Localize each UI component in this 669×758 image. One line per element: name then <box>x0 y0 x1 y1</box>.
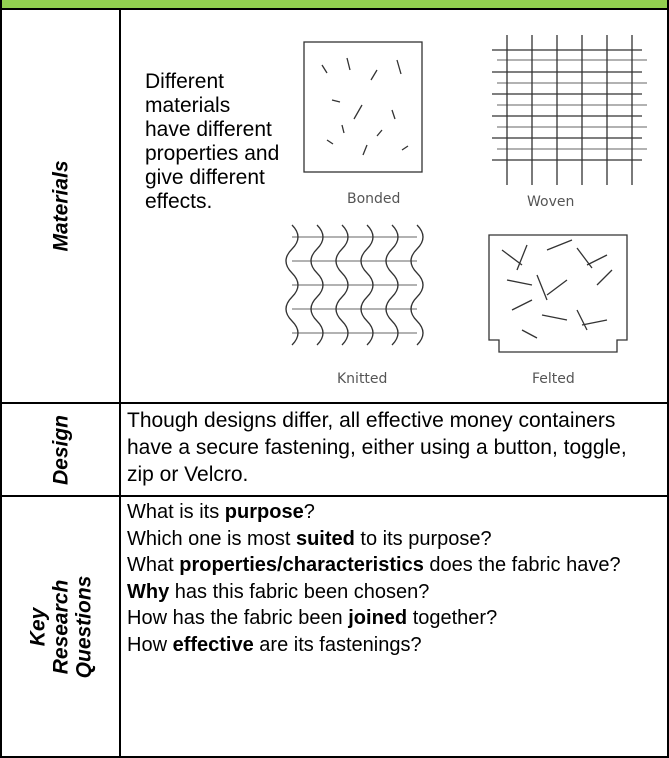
materials-row: Materials Different materials have diffe… <box>0 10 669 404</box>
question-keyword: joined <box>348 607 408 629</box>
question-keyword: properties/characteristics <box>179 554 424 576</box>
questions-list: What is its purpose? Which one is most su… <box>127 499 659 658</box>
design-row: Design Though designs differ, all effect… <box>0 404 669 497</box>
question-text: has this fabric been chosen? <box>169 580 430 603</box>
fabric-caption: Felted <box>532 371 575 387</box>
question: Why has this fabric been chosen? <box>127 579 659 606</box>
bonded-drawing <box>303 41 423 173</box>
row-label: Key Research Questions <box>26 575 95 678</box>
question-text: What <box>127 554 180 576</box>
question-text: How <box>127 633 173 656</box>
design-text: Though designs differ, all effective mon… <box>127 409 627 486</box>
question-keyword: purpose <box>224 501 304 523</box>
question: How has the fabric been joined together? <box>127 605 659 632</box>
felted-drawing <box>488 234 628 353</box>
question-text: Which one is most <box>127 527 296 550</box>
question-keyword: Why <box>127 580 170 603</box>
question-text: together? <box>407 607 498 629</box>
fabric-caption: Knitted <box>337 371 387 387</box>
knitted-drawing <box>285 224 424 346</box>
question-keyword: suited <box>295 527 355 550</box>
row-label: Design <box>49 414 72 485</box>
row-label-cell: Key Research Questions <box>2 497 121 756</box>
question-text: does the fabric have? <box>423 554 621 576</box>
question-text: ? <box>303 501 315 523</box>
question: How effective are its fastenings? <box>127 632 659 659</box>
row-label-cell: Materials <box>2 10 121 402</box>
question-text: What is its <box>127 501 225 523</box>
materials-text: Different materials have different prope… <box>145 70 280 213</box>
row-label: Materials <box>49 160 72 252</box>
fabric-caption: Woven <box>527 194 574 210</box>
row-label-cell: Design <box>2 404 121 495</box>
question-text: are its fastenings? <box>253 633 422 656</box>
fabric-illustrations: Bonded Woven Knitted Felted <box>285 35 647 387</box>
question-text: How has the fabric been <box>127 607 349 629</box>
question-keyword: effective <box>172 633 254 656</box>
questions-row: Key Research Questions What is its purpo… <box>0 497 669 758</box>
question: Which one is most suited to its purpose? <box>127 526 659 553</box>
header-bar <box>0 0 669 10</box>
question: What properties/characteristics does the… <box>127 552 659 579</box>
question-text: to its purpose? <box>354 527 492 550</box>
woven-drawing <box>492 35 647 185</box>
question: What is its purpose? <box>127 499 659 526</box>
fabric-caption: Bonded <box>347 191 400 207</box>
